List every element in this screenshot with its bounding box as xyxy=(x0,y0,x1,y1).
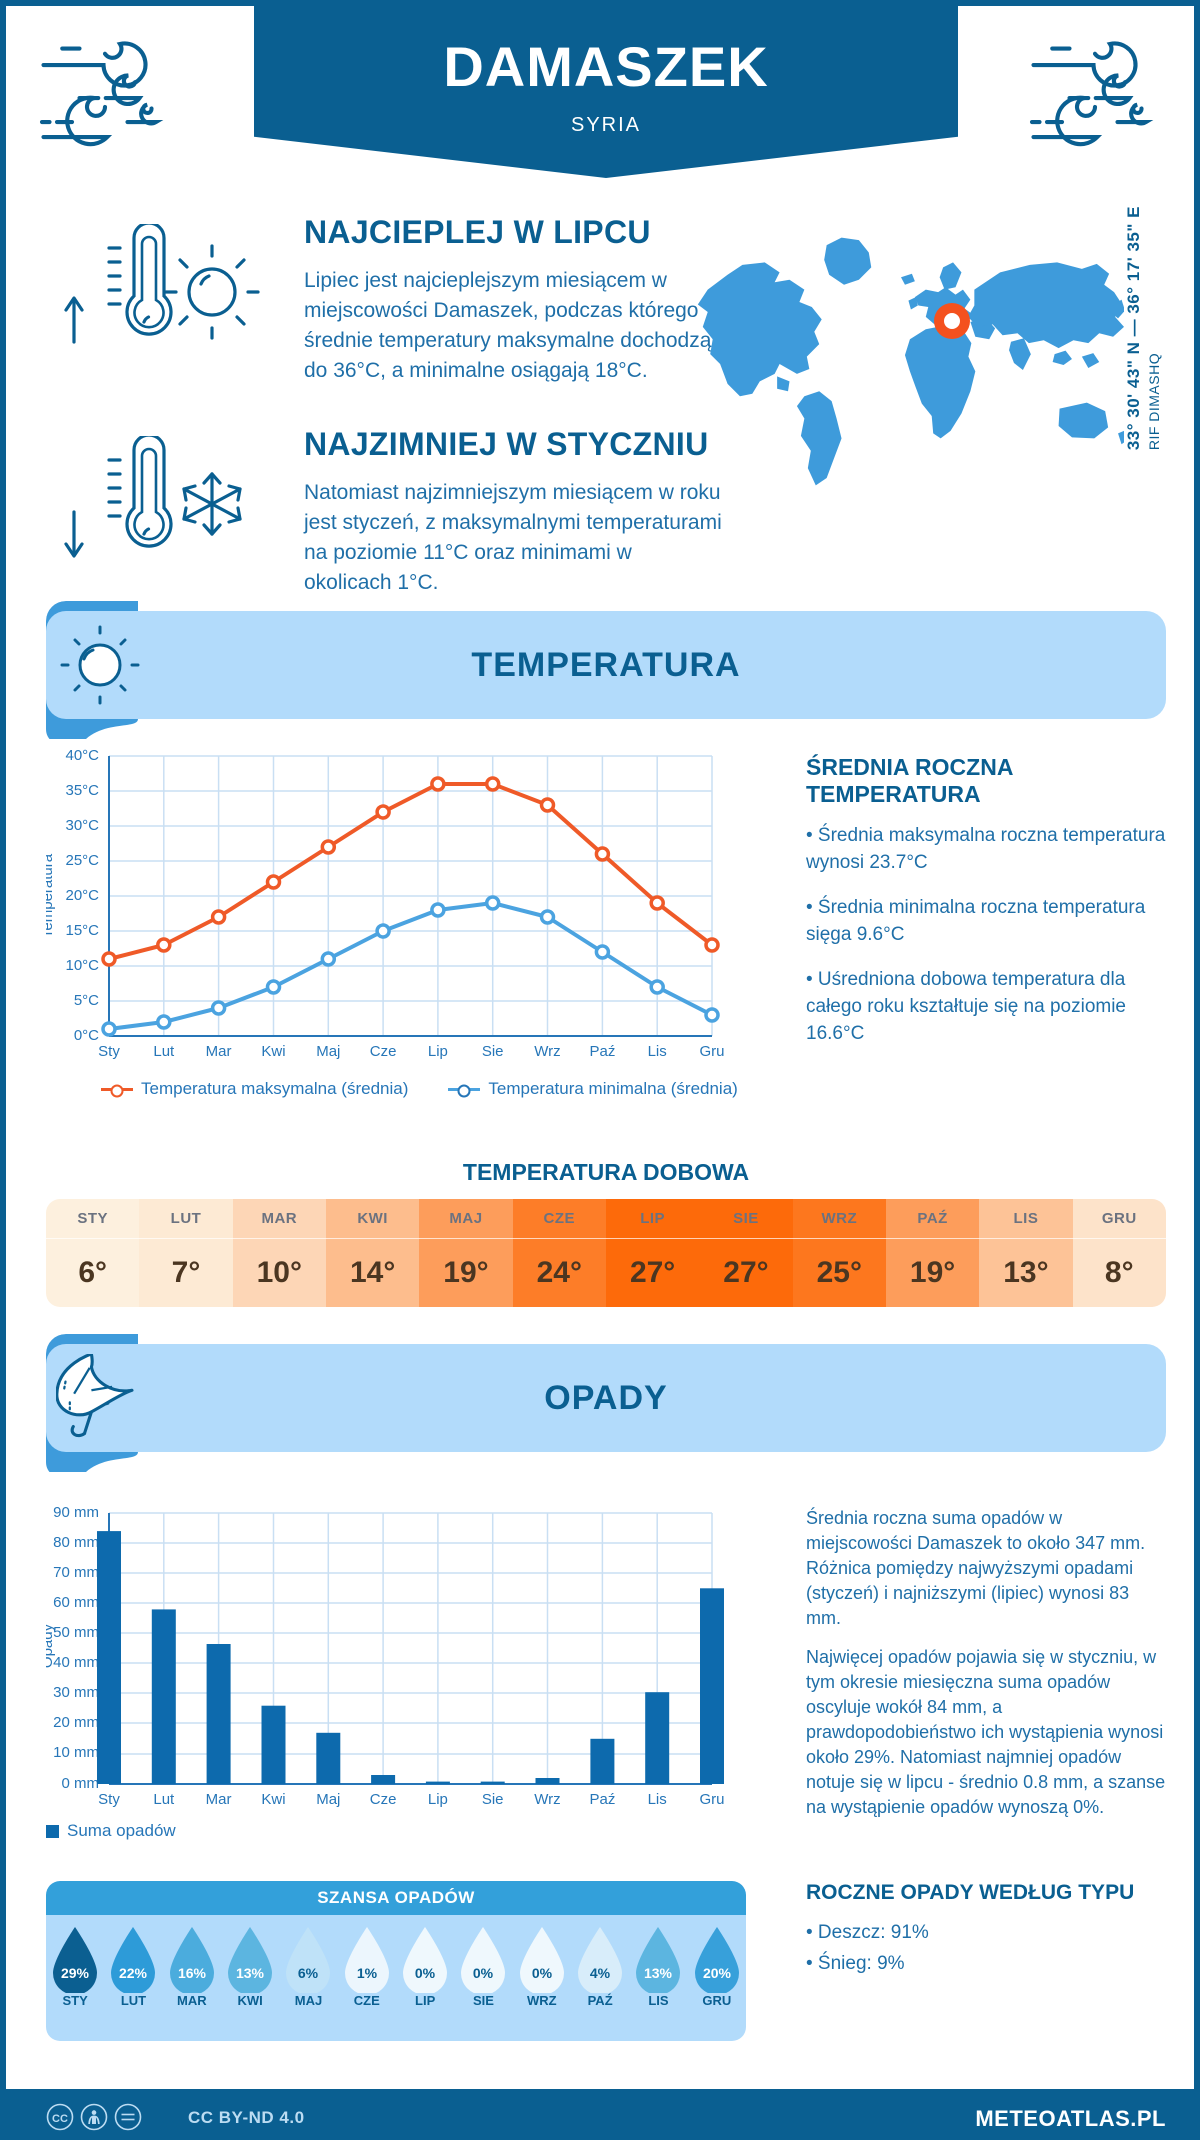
svg-text:10 mm: 10 mm xyxy=(53,1744,99,1761)
svg-text:0%: 0% xyxy=(473,1965,494,1981)
svg-text:60 mm: 60 mm xyxy=(53,1594,99,1611)
svg-text:Gru: Gru xyxy=(699,1043,724,1060)
svg-text:Sty: Sty xyxy=(98,1043,120,1060)
svg-text:Kwi: Kwi xyxy=(261,1043,285,1060)
svg-text:13%: 13% xyxy=(644,1965,673,1981)
svg-text:25°C: 25°C xyxy=(65,852,99,869)
svg-text:Lut: Lut xyxy=(153,1043,175,1060)
svg-text:10°C: 10°C xyxy=(65,957,99,974)
svg-text:Sty: Sty xyxy=(98,1791,120,1808)
svg-text:6%: 6% xyxy=(298,1965,319,1981)
svg-text:50 mm: 50 mm xyxy=(53,1624,99,1641)
svg-text:30°C: 30°C xyxy=(65,817,99,834)
svg-text:Lut: Lut xyxy=(153,1791,175,1808)
svg-text:29%: 29% xyxy=(61,1965,90,1981)
svg-text:35°C: 35°C xyxy=(65,782,99,799)
svg-text:80 mm: 80 mm xyxy=(53,1534,99,1551)
svg-text:Mar: Mar xyxy=(206,1791,232,1808)
svg-text:22%: 22% xyxy=(119,1965,148,1981)
svg-text:Kwi: Kwi xyxy=(261,1791,285,1808)
svg-text:4%: 4% xyxy=(590,1965,611,1981)
svg-text:70 mm: 70 mm xyxy=(53,1564,99,1581)
svg-text:Lis: Lis xyxy=(648,1043,667,1060)
svg-text:Gru: Gru xyxy=(699,1791,724,1808)
svg-text:20°C: 20°C xyxy=(65,887,99,904)
svg-text:Paź: Paź xyxy=(589,1043,615,1060)
svg-text:20 mm: 20 mm xyxy=(53,1714,99,1731)
svg-text:0%: 0% xyxy=(415,1965,436,1981)
svg-text:Paź: Paź xyxy=(589,1791,615,1808)
svg-text:Cze: Cze xyxy=(370,1043,397,1060)
svg-text:0%: 0% xyxy=(532,1965,553,1981)
svg-text:13%: 13% xyxy=(236,1965,265,1981)
svg-text:5°C: 5°C xyxy=(74,992,99,1009)
svg-text:15°C: 15°C xyxy=(65,922,99,939)
svg-text:Maj: Maj xyxy=(316,1791,340,1808)
svg-text:Temperatura: Temperatura xyxy=(46,853,56,938)
svg-text:Wrz: Wrz xyxy=(534,1043,560,1060)
svg-text:CC: CC xyxy=(52,2113,68,2125)
svg-text:1%: 1% xyxy=(357,1965,378,1981)
svg-text:30 mm: 30 mm xyxy=(53,1684,99,1701)
svg-text:90 mm: 90 mm xyxy=(53,1506,99,1521)
svg-text:0°C: 0°C xyxy=(74,1027,99,1044)
svg-text:Opady: Opady xyxy=(46,1623,56,1668)
svg-text:Maj: Maj xyxy=(316,1043,340,1060)
svg-text:16%: 16% xyxy=(178,1965,207,1981)
svg-text:Sie: Sie xyxy=(482,1791,504,1808)
svg-text:Lis: Lis xyxy=(648,1791,667,1808)
svg-text:Wrz: Wrz xyxy=(534,1791,560,1808)
svg-text:Sie: Sie xyxy=(482,1043,504,1060)
svg-text:40 mm: 40 mm xyxy=(53,1654,99,1671)
svg-text:Lip: Lip xyxy=(428,1043,448,1060)
svg-text:40°C: 40°C xyxy=(65,747,99,764)
svg-text:Lip: Lip xyxy=(428,1791,448,1808)
svg-text:20%: 20% xyxy=(703,1965,732,1981)
svg-text:Mar: Mar xyxy=(206,1043,232,1060)
svg-text:0 mm: 0 mm xyxy=(62,1775,100,1792)
svg-text:Cze: Cze xyxy=(370,1791,397,1808)
